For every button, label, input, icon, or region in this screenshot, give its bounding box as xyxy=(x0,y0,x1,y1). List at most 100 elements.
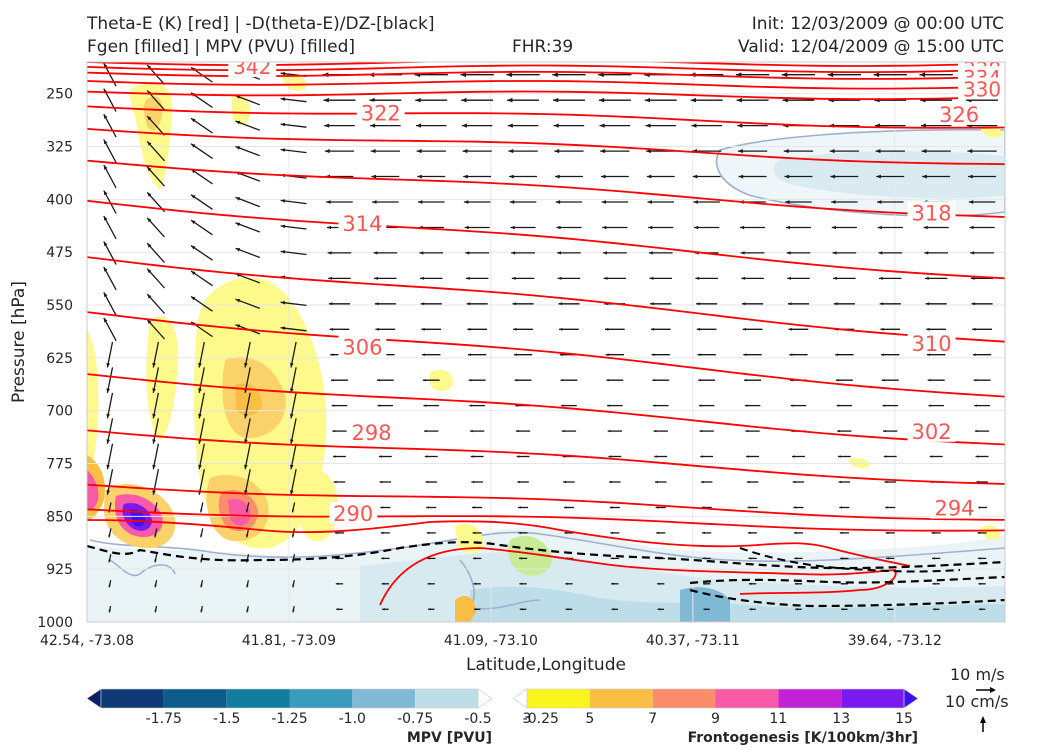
wind-vector-head xyxy=(695,276,700,280)
wind-vector-head xyxy=(881,379,885,382)
wind-vector-head xyxy=(422,379,426,382)
theta-e-contour-line xyxy=(87,90,1005,101)
wind-vector-head xyxy=(106,464,110,470)
wind-vector xyxy=(244,392,251,419)
wind-vector-head xyxy=(235,324,241,328)
wind-vector-head xyxy=(650,302,654,306)
colorbar-outline xyxy=(100,688,479,709)
colorbar-tick-label: 15 xyxy=(895,711,913,727)
wind-vector-head xyxy=(647,200,652,204)
fgen-region xyxy=(508,536,552,576)
wind-vector-head xyxy=(563,506,567,509)
y-axis-label: Pressure [hPa] xyxy=(9,281,29,403)
colorbar-tick-label: -0.25 xyxy=(523,711,559,727)
theta-e-contour-line xyxy=(87,483,1005,521)
theta-e-label-halo xyxy=(347,421,396,444)
theta-e-contour-line xyxy=(87,311,1005,398)
wind-vector-head xyxy=(246,509,249,513)
wind-vector-head xyxy=(832,251,837,255)
wind-vector-head xyxy=(421,327,425,331)
colorbar-tick-label: 5 xyxy=(585,711,594,727)
wind-vector-head xyxy=(785,225,790,230)
fgen-region xyxy=(146,316,179,440)
wind-vector-head xyxy=(657,608,661,611)
fgen-region xyxy=(980,525,1001,540)
wind-vector-head xyxy=(147,243,152,248)
y-tick-label: 925 xyxy=(46,562,73,578)
wind-vector-head xyxy=(878,251,883,255)
wind-vector-head xyxy=(648,225,653,230)
theta-e-contour-line xyxy=(87,373,1005,446)
wind-vector-head xyxy=(506,72,512,78)
wind-vector xyxy=(152,443,160,470)
colorbar-tick-label: 3 xyxy=(523,711,532,727)
wind-vector-head xyxy=(191,245,196,250)
wind-vector-head xyxy=(280,250,286,254)
wind-vector-head xyxy=(329,327,333,331)
wind-vector-head xyxy=(691,123,697,128)
wind-vector-head xyxy=(699,429,703,433)
colorbar-tick-label: 9 xyxy=(711,711,720,727)
x-tick-label: 39.64, -73.12 xyxy=(848,633,942,649)
wind-vector-head xyxy=(886,557,889,560)
wind-vector-head xyxy=(472,531,476,535)
wind-vector-head xyxy=(605,327,609,331)
wind-vector-head xyxy=(932,608,936,611)
wind-vector-head xyxy=(324,149,330,154)
wind-vector-head xyxy=(370,123,376,128)
wind-vector-head xyxy=(415,97,421,103)
wind-vector-head xyxy=(292,534,295,538)
wind-vector-head xyxy=(473,608,477,611)
wind-vector-head xyxy=(103,216,108,221)
wind-vector-head xyxy=(147,294,152,299)
wind-vector xyxy=(280,225,307,230)
wind-vector-head xyxy=(840,557,843,560)
wind-vector-head xyxy=(147,319,152,324)
wind-vector-head xyxy=(417,174,422,179)
wind-vector-head xyxy=(781,72,788,78)
wind-vector-head xyxy=(154,559,157,563)
theta-e-label: 330 xyxy=(963,77,1001,101)
wind-vector xyxy=(244,469,251,495)
wind-vector-head xyxy=(601,200,606,204)
wind-vector-head xyxy=(883,455,887,458)
wind-vector xyxy=(103,292,117,316)
wind-vector xyxy=(280,148,307,154)
wind-vector-head xyxy=(510,225,515,230)
wind-vector-head xyxy=(327,251,332,255)
wind-vector-head xyxy=(644,97,651,103)
wind-vector-head xyxy=(292,584,295,588)
wind-vector xyxy=(146,115,165,136)
wind-vector-head xyxy=(702,531,705,535)
wind-vector-head xyxy=(235,248,241,252)
wind-vector-head xyxy=(833,302,838,306)
wind-vector-head xyxy=(744,379,747,382)
wind-vector-head xyxy=(324,123,330,128)
plot-area: 3423383343303263223183143103063022982942… xyxy=(86,61,1006,623)
wind-vector xyxy=(244,418,251,444)
wind-vector xyxy=(106,341,114,368)
colorbar-segment xyxy=(289,689,353,708)
wind-vector xyxy=(280,123,307,128)
wind-vector-head xyxy=(461,123,467,128)
wind-vector-head xyxy=(382,608,385,611)
wind-vector-head xyxy=(646,174,652,179)
wind-vector-head xyxy=(463,200,469,204)
theta-e-contour-line xyxy=(379,547,897,606)
wind-vector xyxy=(244,443,251,470)
colorbar-tick-label: -1.5 xyxy=(213,711,240,727)
theta-e-label-halo xyxy=(958,77,1005,100)
wind-vector-head xyxy=(795,608,798,611)
wind-vector xyxy=(198,341,205,368)
wind-vector-head xyxy=(473,557,476,560)
plot-frame xyxy=(86,61,1006,623)
wind-vector-head xyxy=(703,582,706,585)
wind-vector-head xyxy=(464,225,469,230)
wind-vector xyxy=(280,97,307,103)
wind-vector-head xyxy=(789,353,793,356)
wind-vector-head xyxy=(924,276,929,280)
wind-vector-head xyxy=(235,120,241,125)
wind-vector-head xyxy=(879,276,883,280)
wind-vector-head xyxy=(518,506,521,509)
x-axis-label: Latitude,Longitude xyxy=(466,655,626,675)
